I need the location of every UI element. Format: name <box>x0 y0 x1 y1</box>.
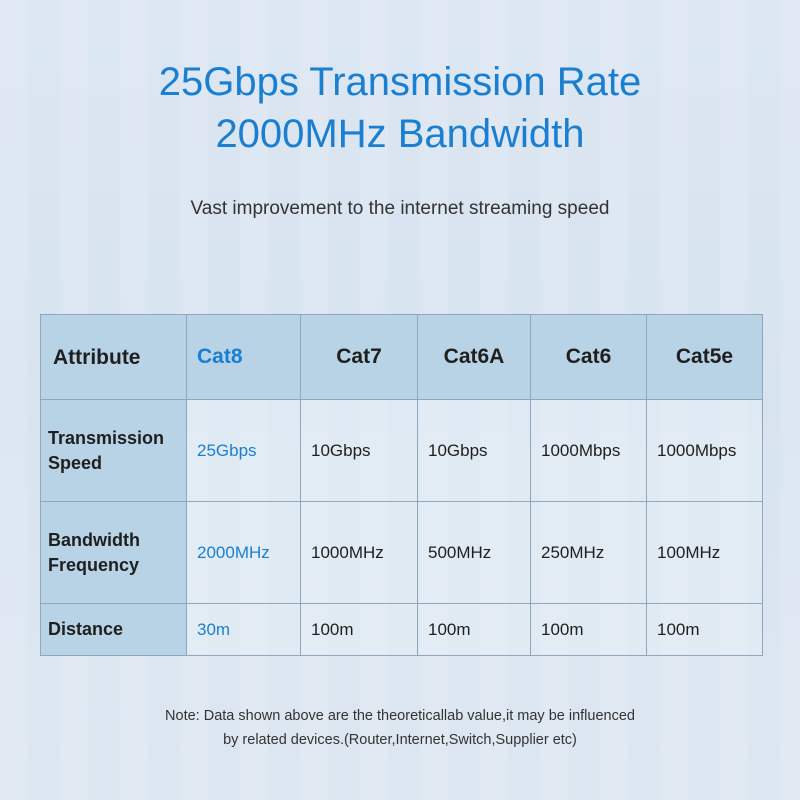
table-cell: 250MHz <box>530 501 647 604</box>
comparison-table: Attribute Cat8 Cat7 Cat6A Cat6 Cat5e Tra… <box>40 314 763 656</box>
header-cell-attribute: Attribute <box>40 314 187 400</box>
table-cell: 2000MHz <box>186 501 301 604</box>
table-cell: 100m <box>646 603 763 656</box>
table-cell: 1000Mbps <box>646 399 763 502</box>
table-row: Distance 30m 100m 100m 100m 100m <box>40 603 763 656</box>
table-cell: 10Gbps <box>300 399 418 502</box>
row-label: Bandwidth Frequency <box>40 501 187 604</box>
table-cell: 100m <box>530 603 647 656</box>
table-cell: 1000Mbps <box>530 399 647 502</box>
table-header-row: Attribute Cat8 Cat7 Cat6A Cat6 Cat5e <box>40 314 763 400</box>
table-cell: 30m <box>186 603 301 656</box>
page-title-line1: 25Gbps Transmission Rate <box>158 60 642 104</box>
header-cell-cat8: Cat8 <box>186 314 301 400</box>
table-cell: 25Gbps <box>186 399 301 502</box>
row-label: Distance <box>40 603 187 656</box>
page-subtitle: Vast improvement to the internet streami… <box>190 198 610 219</box>
header-cell-cat5e: Cat5e <box>646 314 763 400</box>
header-cell-cat6: Cat6 <box>530 314 647 400</box>
table-row: Bandwidth Frequency 2000MHz 1000MHz 500M… <box>40 501 763 604</box>
footnote-line2: by related devices.(Router,Internet,Swit… <box>223 732 577 748</box>
header-cell-cat6a: Cat6A <box>417 314 531 400</box>
table-row: Transmission Speed 25Gbps 10Gbps 10Gbps … <box>40 399 763 502</box>
footnote-line1: Note: Data shown above are the theoretic… <box>165 708 635 724</box>
table-cell: 1000MHz <box>300 501 418 604</box>
row-label: Transmission Speed <box>40 399 187 502</box>
table-cell: 100m <box>417 603 531 656</box>
table-cell: 100m <box>300 603 418 656</box>
footnote: Note: Data shown above are the theoretic… <box>0 704 800 752</box>
table-cell: 10Gbps <box>417 399 531 502</box>
page-title-line2: 2000MHz Bandwidth <box>215 112 585 156</box>
header-cell-cat7: Cat7 <box>300 314 418 400</box>
table-cell: 100MHz <box>646 501 763 604</box>
table-cell: 500MHz <box>417 501 531 604</box>
